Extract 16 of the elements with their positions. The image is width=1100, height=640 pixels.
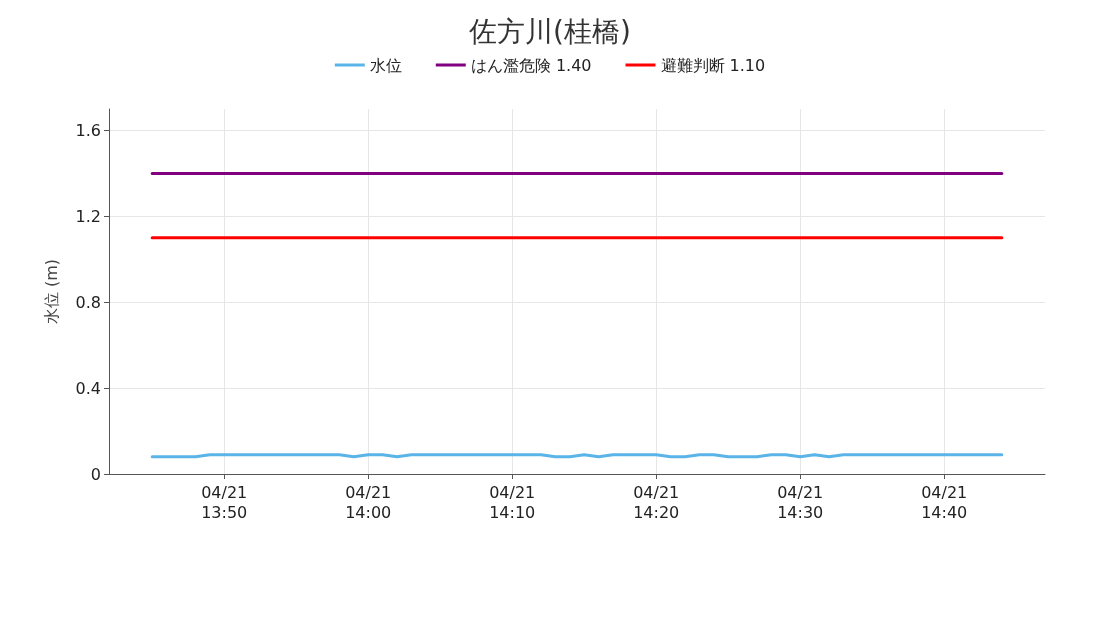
y-tick-label: 1.2 <box>75 206 101 226</box>
y-tick-label: 0 <box>90 464 101 484</box>
x-tick-label: 04/21 13:50 <box>201 482 248 522</box>
legend-label: 水位 <box>369 55 402 75</box>
y-tick-label: 1.6 <box>75 120 101 140</box>
x-tick-label: 04/21 14:00 <box>345 482 392 522</box>
y-tick-label: 0.4 <box>75 378 101 398</box>
x-tick-label: 04/21 14:30 <box>777 482 824 522</box>
legend-label: はん濫危険 1.40 <box>470 55 592 75</box>
x-tick-label: 04/21 14:20 <box>633 482 680 522</box>
chart-title: 佐方川(桂橋) <box>469 14 631 48</box>
y-tick-label: 0.8 <box>75 292 101 312</box>
x-tick-label: 04/21 14:40 <box>921 482 968 522</box>
legend-label: 避難判断 1.10 <box>660 55 766 75</box>
y-axis-title: 水位 (m) <box>41 258 61 325</box>
x-tick-label: 04/21 14:10 <box>489 482 536 522</box>
